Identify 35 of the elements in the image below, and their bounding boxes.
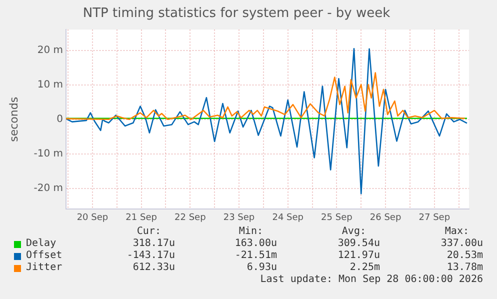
text: -143.17u [126,250,175,261]
x-tick-label: 27 Sep [418,212,450,223]
text: Last update: Mon Sep 28 06:00:00 2026 [260,274,483,285]
text: Avg: [342,226,366,237]
x-tick-label: 24 Sep [272,212,304,223]
text: Min: [238,226,263,237]
chart-title: NTP timing statistics for system peer - by week [82,6,391,22]
x-tick-label: 25 Sep [321,212,353,223]
y-tick-label: -10 m [34,148,63,160]
y-axis-title: seconds [7,96,20,142]
text: 13.78m [446,262,483,273]
text: Cur: [136,226,161,237]
legend-label: Jitter [26,262,62,273]
text: 612.33u [132,262,175,273]
x-tick-label: 21 Sep [126,212,158,223]
legend-label: Offset [26,250,62,261]
text: 318.17u [132,238,175,249]
text: 20.53m [446,250,483,261]
y-tick-label: 20 m [37,44,63,56]
text: 6.93u [246,262,277,273]
text: 337.00u [440,238,483,249]
text: 309.54u [338,238,380,249]
text: -21.51m [234,250,277,261]
x-tick-label: 20 Sep [76,212,108,223]
text: 163.00u [234,238,277,249]
x-tick-label: 22 Sep [174,212,206,223]
text: Max: [444,226,469,237]
y-tick-label: 10 m [37,79,63,90]
x-tick-label: 23 Sep [223,212,255,223]
y-tick-label: -20 m [34,183,63,194]
x-tick-label: 26 Sep [370,212,402,223]
y-tick-label: 0 [56,114,63,125]
legend-label: Delay [26,238,56,249]
text: 2.25m [350,262,380,273]
text: 121.97u [338,250,380,261]
